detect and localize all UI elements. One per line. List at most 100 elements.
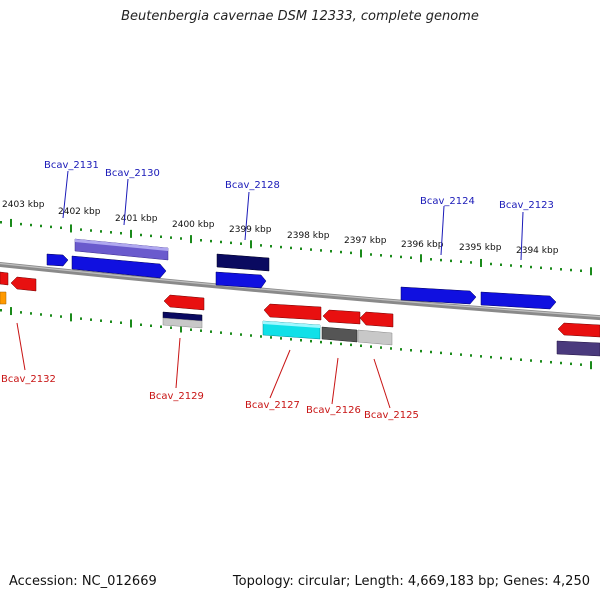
- gene-label-bcav-2127[interactable]: Bcav_2127: [245, 400, 300, 411]
- minor-tick: [350, 251, 352, 255]
- minor-tick: [180, 237, 182, 240]
- gene-arrow-bcav-2126[interactable]: [322, 309, 361, 325]
- kbp-label: 2399 kbp: [229, 225, 272, 235]
- minor-tick: [380, 346, 382, 349]
- leader-line: [175, 337, 181, 389]
- kbp-label: 2400 kbp: [172, 220, 215, 230]
- minor-tick: [30, 223, 32, 227]
- gene-label-bcav-2132[interactable]: Bcav_2132: [1, 374, 56, 385]
- minor-tick: [280, 337, 282, 340]
- minor-tick: [60, 226, 62, 230]
- gene-arrow-red[interactable]: [557, 322, 600, 338]
- minor-tick: [540, 266, 542, 270]
- major-tick: [130, 229, 132, 238]
- gene-arrow-bcav-2128[interactable]: [216, 253, 270, 272]
- minor-tick: [250, 334, 252, 337]
- minor-tick: [290, 246, 292, 250]
- gene-label-bcav-2130[interactable]: Bcav_2130: [105, 168, 160, 179]
- gene-arrow-bcav-2127[interactable]: [263, 303, 322, 321]
- kbp-label: 2395 kbp: [459, 243, 502, 253]
- minor-tick: [550, 267, 552, 270]
- gene-label-bcav-2126[interactable]: Bcav_2126: [306, 405, 361, 416]
- gene-arrow-bcav-2123[interactable]: [480, 291, 557, 310]
- kbp-label: 2403 kbp: [2, 200, 45, 210]
- minor-tick: [170, 236, 172, 239]
- minor-tick: [510, 357, 512, 361]
- minor-tick: [230, 332, 232, 335]
- genome-backbone: [0, 262, 600, 321]
- minor-tick: [570, 268, 572, 272]
- minor-tick: [140, 323, 142, 326]
- gene-arrow-bcav-2124[interactable]: [400, 286, 477, 305]
- gene-arrow-bcav-2132[interactable]: [10, 276, 37, 292]
- minor-tick: [140, 233, 142, 237]
- minor-tick: [500, 356, 502, 360]
- minor-tick: [310, 248, 312, 251]
- leader-line: [62, 170, 69, 219]
- minor-tick: [150, 324, 152, 327]
- minor-tick: [430, 258, 432, 261]
- minor-tick: [60, 315, 62, 318]
- minor-tick: [460, 353, 462, 356]
- major-tick: [590, 361, 592, 370]
- gene-arrow-orange[interactable]: [0, 291, 7, 305]
- genome-backbone-highlight: [0, 262, 600, 318]
- gene-arrow-bcav-2131[interactable]: [46, 253, 69, 267]
- gene-arrow-lightgray[interactable]: [162, 317, 203, 329]
- major-tick: [190, 235, 192, 244]
- minor-tick: [510, 264, 512, 267]
- minor-tick: [100, 319, 102, 322]
- minor-tick: [150, 234, 152, 238]
- kbp-label: 2397 kbp: [344, 236, 387, 246]
- minor-tick: [350, 343, 352, 347]
- gene-label-bcav-2128[interactable]: Bcav_2128: [225, 180, 280, 191]
- forward-leader-lines: [62, 170, 524, 261]
- minor-tick: [400, 255, 402, 259]
- gene-label-bcav-2131[interactable]: Bcav_2131: [44, 160, 99, 171]
- major-tick: [130, 319, 132, 328]
- minor-tick: [400, 348, 402, 351]
- gene-arrow-gray[interactable]: [321, 326, 358, 343]
- gene-arrow-red[interactable]: [0, 271, 9, 286]
- minor-tick: [580, 269, 582, 273]
- minor-tick: [170, 326, 172, 329]
- gene-label-bcav-2124[interactable]: Bcav_2124: [420, 196, 475, 207]
- minor-tick: [320, 249, 322, 252]
- minor-tick: [40, 313, 42, 316]
- leader-line: [331, 357, 339, 405]
- minor-tick: [340, 342, 342, 346]
- gene-label-bcav-2129[interactable]: Bcav_2129: [149, 391, 204, 402]
- major-tick: [360, 249, 362, 258]
- gene-arrow-lightgray[interactable]: [357, 329, 393, 346]
- major-tick: [590, 267, 592, 276]
- kbp-label: 2398 kbp: [287, 231, 330, 241]
- gene-arrow-blue[interactable]: [215, 271, 267, 289]
- minor-tick: [280, 245, 282, 249]
- minor-tick: [340, 250, 342, 254]
- minor-tick: [560, 361, 562, 365]
- minor-tick: [0, 221, 2, 224]
- minor-tick: [420, 349, 422, 353]
- minor-tick: [390, 254, 392, 258]
- leader-line: [123, 178, 129, 226]
- leader-line: [440, 205, 445, 256]
- minor-tick: [260, 335, 262, 338]
- minor-tick: [520, 358, 522, 361]
- major-tick: [10, 218, 12, 227]
- gene-arrow-bcav-2125[interactable]: [359, 311, 394, 328]
- minor-tick: [380, 254, 382, 257]
- minor-tick: [490, 262, 492, 266]
- gene-label-bcav-2125[interactable]: Bcav_2125: [364, 410, 419, 421]
- map-title: Beutenbergia cavernae DSM 12333, complet…: [121, 9, 479, 24]
- gene-arrow-blue[interactable]: [71, 255, 167, 279]
- gene-arrow-bcav-2129[interactable]: [163, 294, 205, 311]
- minor-tick: [530, 359, 532, 362]
- minor-tick: [310, 339, 312, 343]
- minor-tick: [500, 263, 502, 266]
- minor-tick: [300, 339, 302, 342]
- gene-label-bcav-2123[interactable]: Bcav_2123: [499, 200, 554, 211]
- gene-arrow-lavender[interactable]: [556, 340, 600, 357]
- minor-tick: [540, 360, 542, 363]
- leader-line: [520, 211, 524, 261]
